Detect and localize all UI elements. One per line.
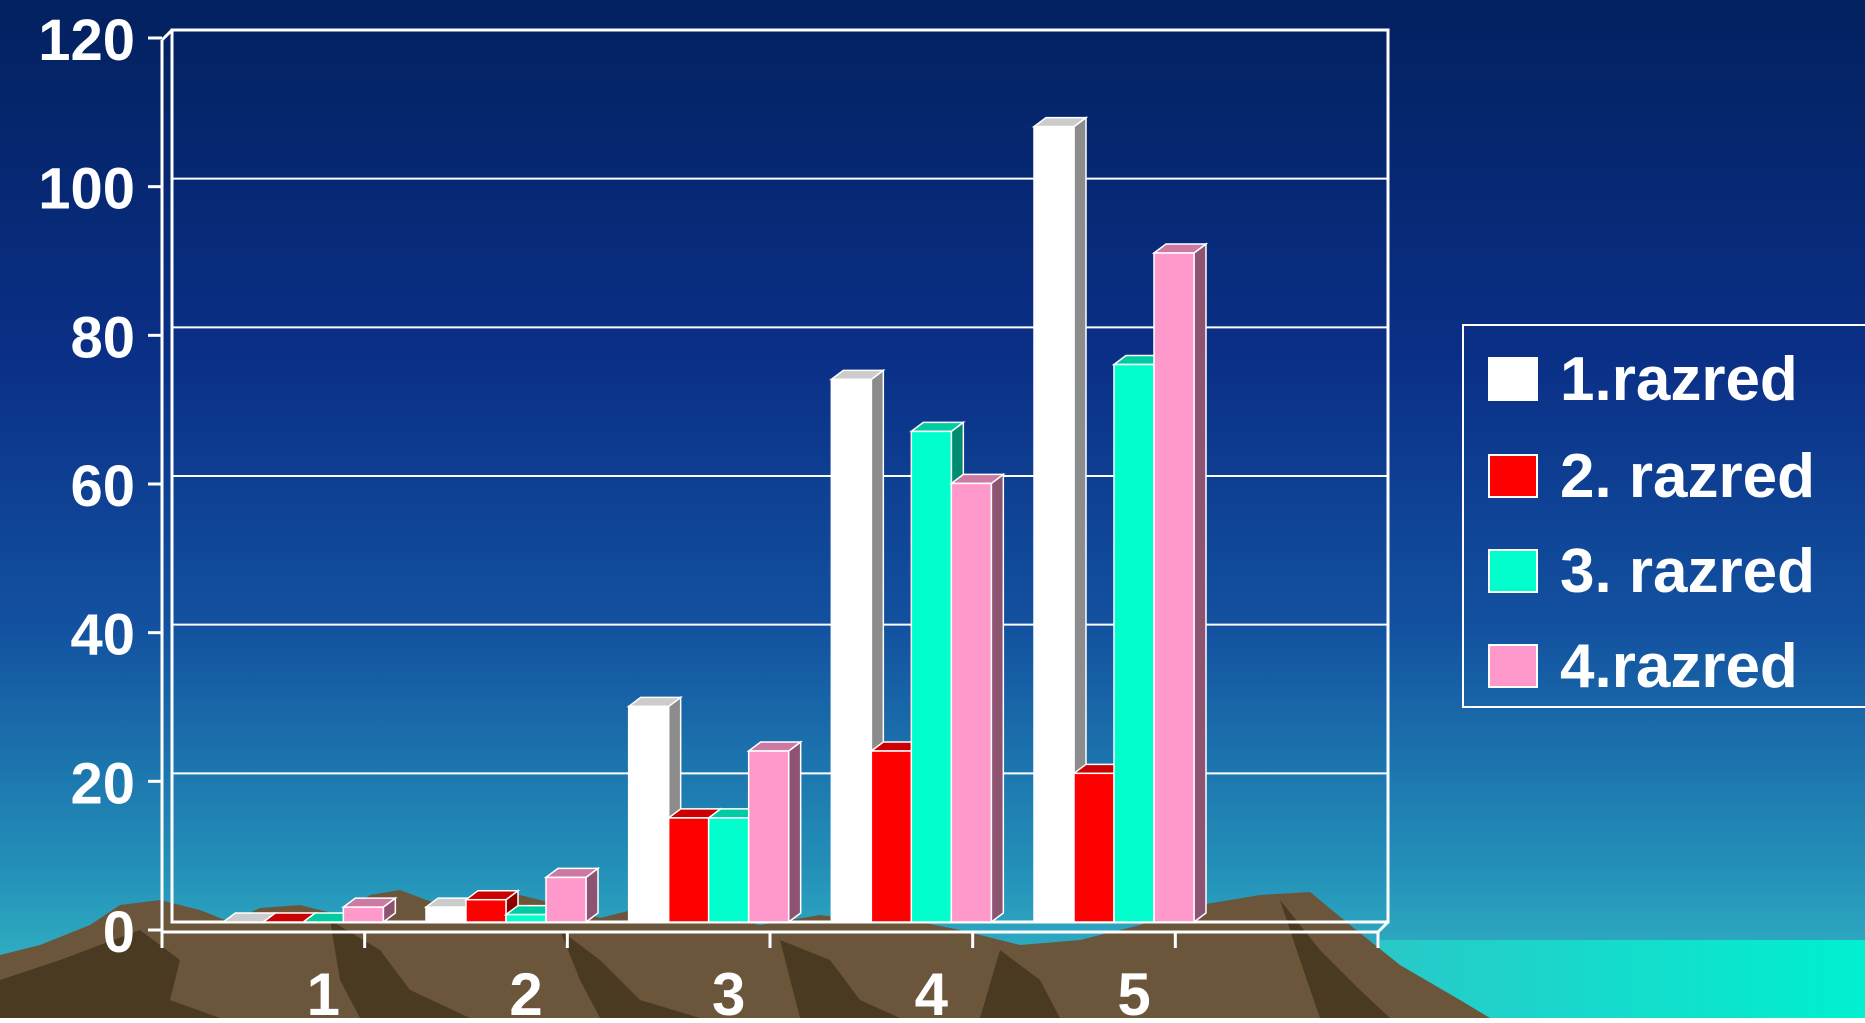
bar-front	[870, 750, 913, 923]
y-tick-label: 40	[70, 603, 135, 668]
bar-front	[910, 430, 953, 923]
bar-front	[425, 906, 467, 923]
side-wall-top	[160, 28, 174, 42]
bar	[1031, 116, 1089, 924]
y-tick-label: 100	[38, 157, 135, 222]
x-tick-label: 3	[712, 961, 745, 1018]
bar-front	[1073, 772, 1115, 923]
legend: 1.razred 2. razred 3. razred 4.razred	[1462, 324, 1865, 708]
bar-front	[950, 482, 993, 923]
x-tick-label: 4	[915, 961, 949, 1018]
y-tick-label: 20	[70, 751, 135, 816]
bar-front	[627, 705, 670, 923]
bars	[221, 116, 1209, 924]
bar	[543, 866, 601, 924]
legend-box	[1462, 324, 1865, 708]
y-tick-label: 120	[38, 8, 135, 73]
legend-label-2: 2. razred	[1560, 442, 1815, 511]
y-axis-ticks: 0 20 40 60 80 100 120	[38, 8, 162, 965]
floor-right-edge	[1376, 920, 1390, 934]
y-tick-label: 60	[70, 454, 135, 519]
bar	[341, 896, 398, 924]
bar-side	[1193, 242, 1207, 924]
rock-shadows	[0, 900, 1390, 1018]
bar-side	[990, 472, 1005, 924]
legend-swatch-1	[1488, 357, 1538, 401]
bar	[949, 472, 1006, 924]
bar-front	[1113, 363, 1155, 923]
y-tick-label: 80	[70, 305, 135, 370]
bar-front	[342, 906, 385, 923]
bar-side	[787, 740, 802, 924]
bar	[909, 420, 966, 924]
bar-front	[667, 817, 710, 923]
bar-front	[707, 817, 750, 923]
legend-label-1: 1.razred	[1560, 345, 1798, 414]
bar	[746, 740, 803, 924]
x-axis-ticks: 1 2 3 4 5	[160, 932, 1380, 1023]
bar-front	[1153, 252, 1195, 923]
bar-front	[747, 750, 790, 923]
bar-front	[505, 913, 547, 923]
bar	[1151, 242, 1209, 924]
bar-front	[1033, 125, 1075, 923]
x-tick-label: 5	[1117, 961, 1150, 1018]
legend-swatch-3	[1488, 549, 1538, 593]
bar-front	[465, 898, 507, 923]
x-tick-label: 2	[509, 961, 542, 1018]
legend-label-4: 4.razred	[1560, 632, 1798, 701]
bar	[463, 889, 521, 924]
y-tick-label: 0	[103, 900, 135, 965]
legend-swatch-4	[1488, 644, 1538, 688]
legend-label-3: 3. razred	[1560, 537, 1815, 606]
bar-front	[830, 378, 873, 923]
x-tick-label: 1	[307, 961, 340, 1018]
bar-front	[545, 876, 587, 923]
legend-swatch-2	[1488, 454, 1538, 498]
